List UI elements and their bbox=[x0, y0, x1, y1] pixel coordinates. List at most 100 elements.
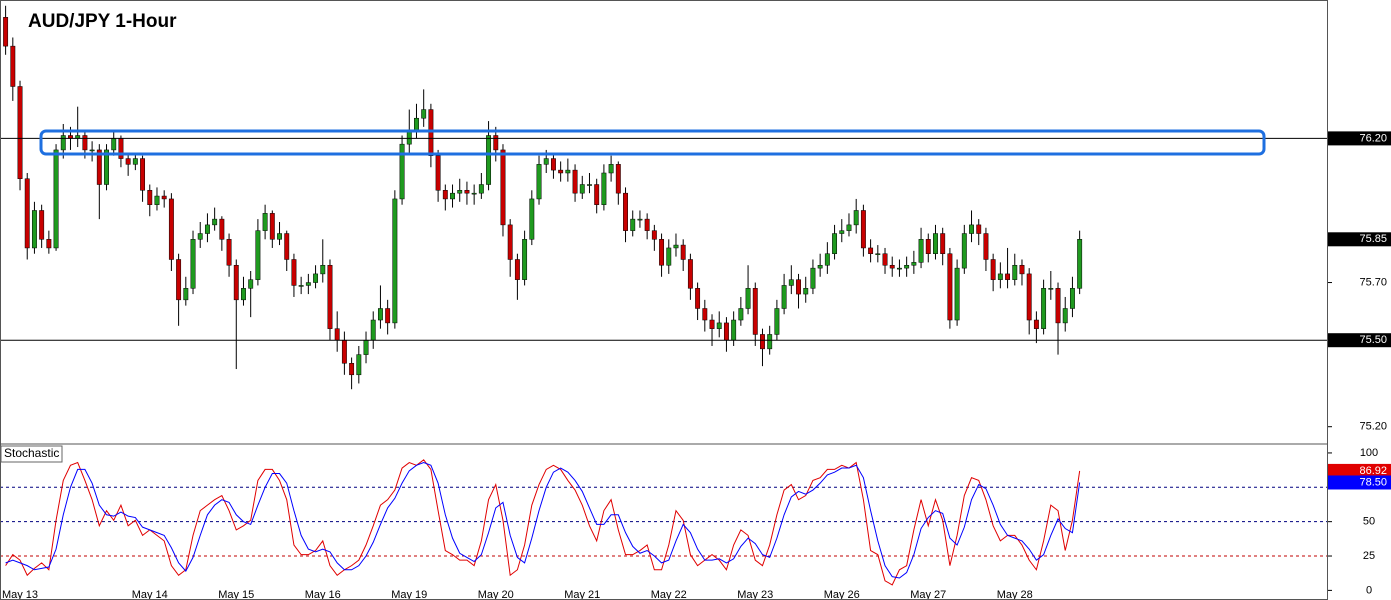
y-tick-label: 75.70 bbox=[1359, 276, 1387, 288]
candle-body bbox=[860, 210, 866, 249]
candle-body bbox=[248, 279, 254, 289]
candle-body bbox=[305, 282, 311, 286]
candle-body bbox=[760, 334, 765, 350]
candle-body bbox=[889, 264, 895, 269]
candle-body bbox=[464, 190, 470, 194]
candle-body bbox=[176, 259, 182, 301]
candle-body bbox=[298, 285, 304, 287]
candle-body bbox=[904, 264, 910, 269]
price-panel: 75.20 75.70 75.50 76.20 75.85 bbox=[0, 5, 1391, 433]
y-tick-label: 25 bbox=[1363, 550, 1375, 562]
candle-body bbox=[392, 198, 398, 324]
candle-body bbox=[334, 328, 340, 341]
candle-body bbox=[673, 244, 679, 249]
x-tick-label: May 13 bbox=[2, 589, 38, 600]
candle-body bbox=[709, 319, 715, 329]
candle-body bbox=[89, 149, 95, 152]
x-tick-label: May 26 bbox=[824, 589, 860, 600]
candle-body bbox=[82, 135, 88, 151]
resistance-zone bbox=[39, 129, 1266, 156]
candle-body bbox=[377, 308, 383, 321]
candle-body bbox=[961, 233, 967, 269]
candle-body bbox=[1033, 319, 1039, 329]
candle-body bbox=[723, 322, 729, 341]
candle-body bbox=[147, 190, 153, 205]
candle-body bbox=[536, 164, 542, 200]
candle-body bbox=[478, 184, 484, 194]
candle-body bbox=[370, 319, 376, 341]
candle-body bbox=[702, 308, 708, 321]
candle-body bbox=[421, 109, 427, 119]
candle-body bbox=[132, 158, 138, 165]
candle-body bbox=[623, 192, 628, 231]
candle-body bbox=[450, 192, 455, 200]
candle-body bbox=[486, 135, 492, 185]
x-tick-label: May 22 bbox=[651, 589, 687, 600]
candle-body bbox=[39, 210, 45, 240]
candle-body bbox=[60, 135, 66, 151]
candle-body bbox=[104, 149, 109, 185]
candle-body bbox=[442, 190, 448, 200]
level-label-box bbox=[1328, 333, 1391, 348]
candle-body bbox=[976, 224, 982, 234]
last-price-box bbox=[1328, 232, 1391, 247]
chart-title: AUD/JPY 1-Hour bbox=[28, 11, 177, 32]
stochastic-panel: 0 25 50 100 May 13 May 14 May 15 May 16 May 19 Ma… bbox=[0, 447, 1391, 600]
candle-body bbox=[313, 273, 319, 283]
candle-body bbox=[320, 264, 326, 275]
last-price-label: 75.85 bbox=[1359, 233, 1387, 245]
candle-body bbox=[853, 210, 859, 226]
candle-body bbox=[341, 339, 347, 364]
candle-body bbox=[125, 158, 131, 165]
candle-body bbox=[738, 308, 744, 321]
candle-body bbox=[277, 233, 282, 240]
candle-body bbox=[637, 218, 643, 221]
candle-body bbox=[111, 138, 117, 151]
stochastic-line bbox=[5, 459, 1081, 586]
level-label: 76.20 bbox=[1359, 132, 1387, 144]
candle-body bbox=[875, 253, 881, 255]
candle-body bbox=[96, 149, 102, 185]
candle-body bbox=[572, 169, 578, 194]
candle-body bbox=[579, 184, 585, 194]
candle-body bbox=[233, 264, 239, 301]
candle-body bbox=[810, 267, 816, 289]
candle-body bbox=[687, 259, 693, 289]
candle-body bbox=[1055, 288, 1061, 324]
candle-body bbox=[788, 279, 794, 286]
candle-body bbox=[183, 288, 189, 301]
candle-body bbox=[3, 17, 9, 47]
candle-body bbox=[457, 190, 463, 194]
candle-body bbox=[1005, 273, 1011, 280]
candle-body bbox=[615, 164, 621, 194]
y-tick-label: 50 bbox=[1363, 516, 1375, 528]
candle-body bbox=[356, 354, 362, 376]
x-tick-label: May 21 bbox=[564, 589, 600, 600]
candle-body bbox=[255, 230, 261, 280]
candle-body bbox=[197, 233, 203, 240]
candle-body bbox=[1026, 273, 1032, 321]
candle-body bbox=[644, 218, 650, 231]
candle-body bbox=[507, 224, 513, 260]
candle-body bbox=[269, 213, 275, 240]
candle-body bbox=[659, 239, 665, 266]
candle-body bbox=[651, 230, 657, 240]
candle-body bbox=[594, 184, 600, 205]
candle-body bbox=[997, 273, 1003, 280]
x-tick-label: May 27 bbox=[910, 589, 946, 600]
indicator-label-box bbox=[0, 445, 63, 463]
candle-body bbox=[140, 158, 146, 191]
candle-body bbox=[954, 267, 960, 321]
y-tick-label: 0 bbox=[1366, 584, 1372, 596]
candle-body bbox=[716, 322, 722, 329]
candle-body bbox=[832, 233, 838, 254]
candle-body bbox=[868, 247, 874, 254]
candle-body bbox=[695, 288, 701, 309]
candle-body bbox=[587, 184, 592, 186]
candle-body bbox=[291, 259, 297, 286]
candle-body bbox=[565, 169, 571, 174]
candle-body bbox=[630, 218, 636, 231]
candle-body bbox=[1012, 264, 1018, 280]
candle-body bbox=[601, 172, 607, 205]
